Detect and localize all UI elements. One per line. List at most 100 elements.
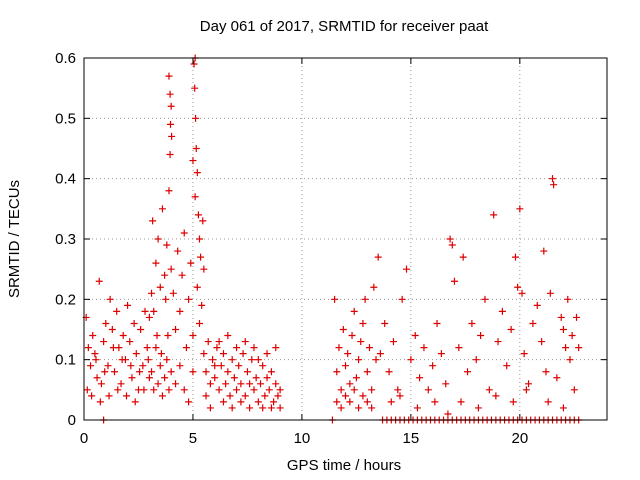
data-point xyxy=(424,386,432,394)
data-point xyxy=(167,368,175,376)
data-point xyxy=(429,362,437,370)
data-point xyxy=(575,344,583,352)
data-point xyxy=(169,289,177,297)
data-point xyxy=(141,307,149,315)
data-point xyxy=(185,295,193,303)
data-point xyxy=(490,211,498,219)
data-point xyxy=(165,187,173,195)
data-point xyxy=(263,374,271,382)
data-point xyxy=(92,356,100,364)
data-point xyxy=(335,344,343,352)
data-point xyxy=(105,392,113,400)
data-point xyxy=(474,404,482,412)
data-point xyxy=(540,247,548,255)
data-point xyxy=(257,380,265,388)
data-point xyxy=(219,350,227,358)
data-point xyxy=(154,235,162,243)
data-point xyxy=(437,350,445,358)
data-point xyxy=(250,344,258,352)
data-point xyxy=(226,392,234,400)
data-point xyxy=(124,301,132,309)
data-point xyxy=(189,332,197,340)
data-point xyxy=(267,404,275,412)
data-point xyxy=(342,392,349,400)
data-point xyxy=(156,283,164,291)
data-point xyxy=(267,368,275,376)
data-point xyxy=(153,332,161,340)
data-point xyxy=(376,350,384,358)
data-point xyxy=(514,283,522,291)
data-point xyxy=(237,398,245,406)
data-point xyxy=(542,368,550,376)
data-point xyxy=(180,229,188,237)
data-point xyxy=(176,307,184,315)
data-point xyxy=(450,277,458,285)
data-point xyxy=(265,386,273,394)
data-point xyxy=(195,319,203,327)
data-point xyxy=(233,386,241,394)
x-tick-label: 0 xyxy=(80,430,88,447)
data-point xyxy=(93,374,101,382)
data-point xyxy=(464,368,472,376)
data-point xyxy=(180,386,188,394)
data-point xyxy=(246,380,254,388)
data-point xyxy=(420,344,428,352)
data-point xyxy=(570,386,578,394)
data-point xyxy=(190,60,198,68)
data-point xyxy=(359,319,367,327)
data-point xyxy=(564,295,572,303)
data-point xyxy=(348,332,356,340)
data-point xyxy=(228,356,236,364)
data-point xyxy=(84,344,92,352)
data-point xyxy=(172,380,180,388)
data-point xyxy=(202,368,210,376)
data-point xyxy=(239,350,247,358)
data-point xyxy=(178,271,186,279)
x-tick-label: 15 xyxy=(403,430,420,447)
data-point xyxy=(119,332,127,340)
data-point xyxy=(87,362,95,370)
data-point xyxy=(385,368,393,376)
data-point xyxy=(128,374,136,382)
data-point xyxy=(202,392,210,400)
data-point xyxy=(416,374,424,382)
data-point xyxy=(477,332,485,340)
data-point xyxy=(200,350,208,358)
data-point xyxy=(263,350,271,358)
data-point xyxy=(498,307,506,315)
data-point xyxy=(254,356,262,364)
data-point xyxy=(559,326,567,333)
data-point xyxy=(272,380,280,388)
data-point xyxy=(213,344,221,352)
x-axis-label: GPS time / hours xyxy=(287,457,401,474)
data-point xyxy=(250,386,258,394)
data-point xyxy=(167,102,175,110)
data-point xyxy=(174,247,182,255)
data-point xyxy=(192,145,200,152)
y-tick-label: 0.3 xyxy=(55,231,76,248)
data-point xyxy=(252,374,260,382)
data-point xyxy=(163,241,171,249)
data-point xyxy=(442,380,450,388)
data-point xyxy=(339,326,347,333)
data-point xyxy=(150,386,158,394)
data-point xyxy=(185,398,193,406)
data-point xyxy=(550,181,558,189)
data-point xyxy=(553,374,561,382)
data-point xyxy=(549,175,557,183)
data-point xyxy=(197,253,205,261)
data-point xyxy=(150,307,158,315)
data-point xyxy=(241,338,249,346)
data-point xyxy=(494,338,502,346)
data-point xyxy=(403,265,411,273)
data-point xyxy=(152,259,160,267)
data-point xyxy=(344,350,352,358)
data-point xyxy=(137,326,145,333)
data-point xyxy=(459,253,467,261)
data-point xyxy=(215,386,223,394)
data-point xyxy=(381,319,389,327)
data-point xyxy=(126,338,134,346)
data-point xyxy=(259,404,267,412)
data-point xyxy=(101,368,109,376)
